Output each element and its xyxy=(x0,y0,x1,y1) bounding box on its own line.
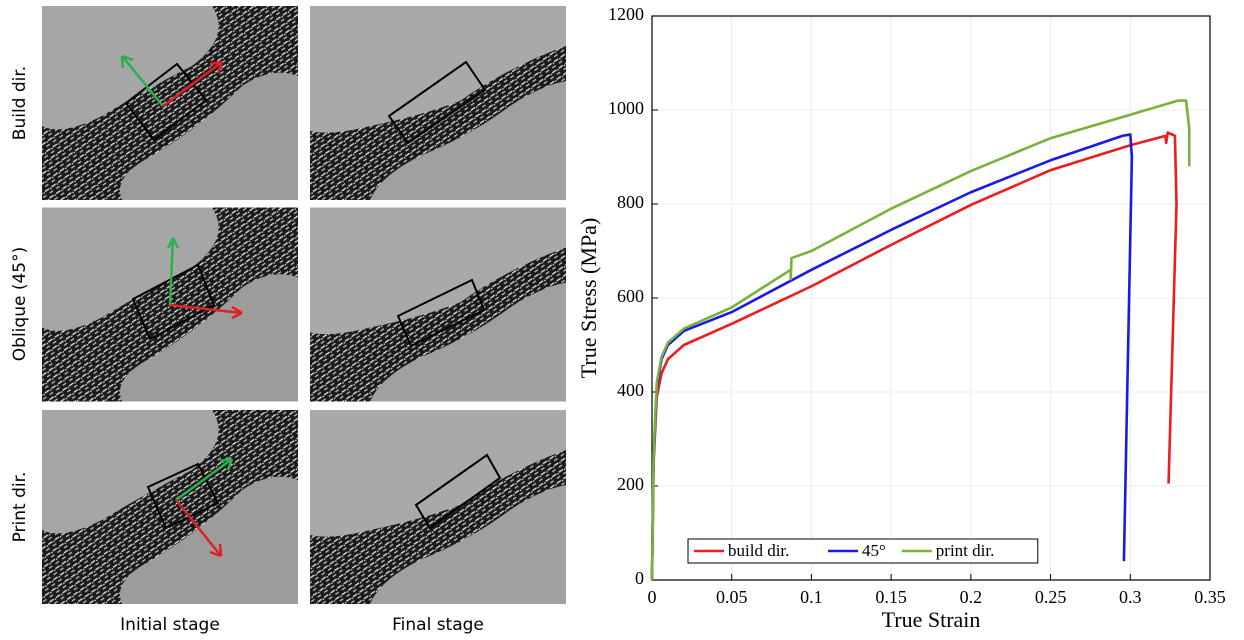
column-label: Initial stage xyxy=(120,615,220,635)
image xyxy=(310,207,566,402)
line-series xyxy=(650,131,1178,581)
row-label: Print dir. xyxy=(10,472,30,543)
axes-frame xyxy=(651,15,1211,581)
y-tick-label: 800 xyxy=(617,192,644,212)
chart: True Strain True Stress (MPa) 0 200 400 600… xyxy=(576,4,1226,632)
x-tick-label: 0.35 xyxy=(1194,587,1226,607)
line-series xyxy=(650,133,1134,581)
x-tick-label: 0.15 xyxy=(875,587,907,607)
legend-box xyxy=(687,538,1039,564)
legend-label: 45° xyxy=(862,541,886,560)
direction-arrows xyxy=(120,54,243,558)
y-tick-label: 600 xyxy=(617,286,644,306)
x-tick-label: 0 xyxy=(648,587,657,607)
y-tick-label: 200 xyxy=(617,474,644,494)
y-tick-label: 0 xyxy=(635,568,644,588)
legend-label: print dir. xyxy=(936,541,995,560)
y-tick-label: 400 xyxy=(617,380,644,400)
image xyxy=(310,6,566,200)
x-tick-label: 0.25 xyxy=(1035,587,1067,607)
line-series xyxy=(650,99,1191,581)
row-label: Oblique (45°) xyxy=(10,247,30,361)
image xyxy=(42,6,298,200)
x-tick-label: 0.05 xyxy=(716,587,748,607)
x-tick-label: 0.2 xyxy=(960,587,983,607)
specimen-images: Build dir. Oblique (45°) Print dir. Init… xyxy=(10,6,566,635)
y-tick-label: 1000 xyxy=(608,98,644,118)
column-label: Final stage xyxy=(392,615,484,635)
legend: build dir. 45° print dir. xyxy=(687,538,1039,564)
image xyxy=(42,410,298,604)
x-axis-label: True Strain xyxy=(882,607,981,632)
legend-label: build dir. xyxy=(728,541,789,560)
row-label: Build dir. xyxy=(10,66,30,140)
y-tick-label: 1200 xyxy=(608,4,644,24)
image xyxy=(310,410,566,604)
roi-boxes xyxy=(124,60,502,530)
x-tick-label: 0.3 xyxy=(1119,587,1142,607)
x-tick-label: 0.1 xyxy=(800,587,823,607)
y-axis-label: True Stress (MPa) xyxy=(576,218,601,379)
